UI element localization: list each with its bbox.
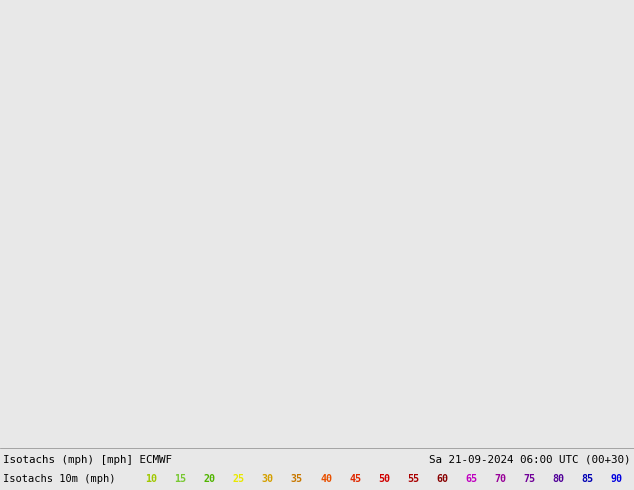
Text: 40: 40 — [320, 474, 332, 484]
Text: 30: 30 — [262, 474, 274, 484]
Text: Isotachs (mph) [mph] ECMWF: Isotachs (mph) [mph] ECMWF — [3, 455, 172, 465]
Text: 85: 85 — [582, 474, 594, 484]
Text: 25: 25 — [233, 474, 245, 484]
Text: 80: 80 — [553, 474, 565, 484]
Text: 75: 75 — [524, 474, 536, 484]
Text: 70: 70 — [495, 474, 507, 484]
Text: 35: 35 — [291, 474, 303, 484]
Text: Sa 21-09-2024 06:00 UTC (00+30): Sa 21-09-2024 06:00 UTC (00+30) — [429, 455, 631, 465]
Text: 15: 15 — [174, 474, 186, 484]
Text: 55: 55 — [407, 474, 419, 484]
Text: 45: 45 — [349, 474, 361, 484]
Text: 65: 65 — [465, 474, 477, 484]
Text: Isotachs 10m (mph): Isotachs 10m (mph) — [3, 474, 115, 484]
Text: 90: 90 — [611, 474, 623, 484]
Text: 10: 10 — [145, 474, 157, 484]
Text: 60: 60 — [436, 474, 448, 484]
Text: 20: 20 — [204, 474, 216, 484]
Text: 50: 50 — [378, 474, 390, 484]
